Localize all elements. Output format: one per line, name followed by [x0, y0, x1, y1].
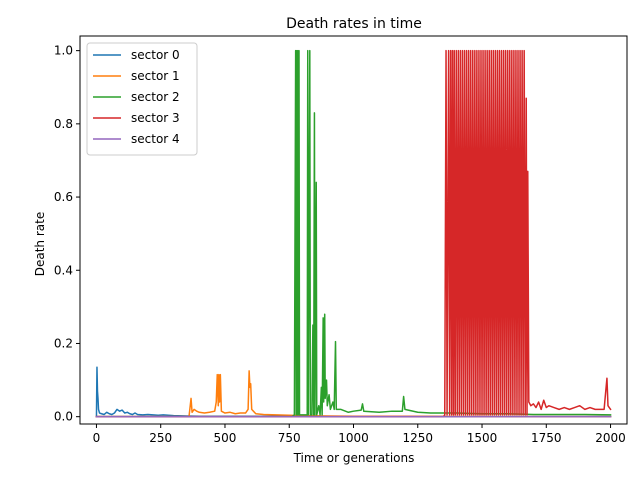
x-tick-label: 1000 [338, 431, 369, 445]
series-line-2 [95, 49, 612, 418]
series-line-0 [95, 366, 612, 418]
x-axis-label: Time or generations [293, 451, 415, 465]
legend-label: sector 1 [131, 69, 180, 83]
series-line-3 [95, 49, 612, 418]
legend-label: sector 3 [131, 111, 180, 125]
chart-title: Death rates in time [286, 16, 422, 32]
x-tick-label: 500 [214, 431, 237, 445]
y-tick-label: 0.4 [54, 263, 73, 277]
series-line-1 [95, 370, 612, 418]
x-tick-label: 2000 [595, 431, 626, 445]
y-tick-label: 1.0 [54, 44, 73, 58]
series-layer [95, 49, 612, 418]
legend-box [86, 42, 198, 156]
y-tick-label: 0.2 [54, 336, 73, 350]
x-tick-label: 0 [93, 431, 101, 445]
x-tick-label: 1750 [531, 431, 562, 445]
x-tick-label: 750 [278, 431, 301, 445]
x-tick-label: 1500 [467, 431, 498, 445]
axes-layer: 0 250 500 750 1000 1250 1500 1750 2000 0.0 0.2 0.4 0… [54, 35, 628, 445]
x-tick-label: 1250 [402, 431, 433, 445]
y-axis-label: Death rate [33, 212, 47, 276]
legend-label: sector 0 [131, 48, 180, 62]
legend-label: sector 4 [131, 132, 180, 146]
y-tick-label: 0.8 [54, 117, 73, 131]
y-tick-label: 0.0 [54, 410, 73, 424]
legend: sector 0 sector 1 sector 2 sector 3 sector 4 [86, 42, 198, 156]
x-tick-label: 250 [149, 431, 172, 445]
y-tick-label: 0.6 [54, 190, 73, 204]
legend-label: sector 2 [131, 90, 180, 104]
